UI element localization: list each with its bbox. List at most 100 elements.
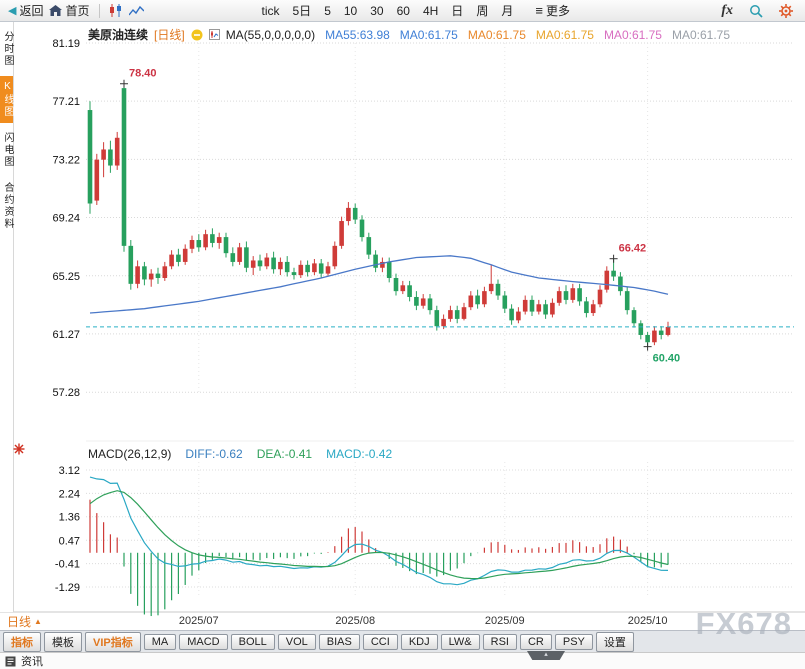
news-icon xyxy=(5,656,16,666)
svg-text:1.36: 1.36 xyxy=(59,512,80,524)
more-button[interactable]: ≡ 更多 xyxy=(535,2,570,19)
period-button-日[interactable]: 日 xyxy=(451,4,464,18)
home-icon xyxy=(49,4,63,16)
home-label: 首页 xyxy=(65,4,90,18)
back-button[interactable]: ◀ 返回 xyxy=(8,2,43,19)
period-button-4H[interactable]: 4H xyxy=(422,3,439,18)
svg-text:2025/08: 2025/08 xyxy=(335,615,375,627)
svg-text:2025/10: 2025/10 xyxy=(628,615,668,627)
chart-header: 美原油连续 [日线] MA(55,0,0,0,0,0) MA55:63.98 MA0… xyxy=(88,26,730,43)
period-button-tick[interactable]: tick xyxy=(261,3,280,18)
svg-text:57.28: 57.28 xyxy=(52,387,80,399)
back-label: 返回 xyxy=(19,4,44,18)
kline-view-button[interactable] xyxy=(109,4,123,17)
grid-lines xyxy=(0,42,805,613)
ma-values: MA(55,0,0,0,0,0) MA55:63.98 MA0:61.75 MA0:6… xyxy=(226,28,730,42)
home-button[interactable]: 首页 xyxy=(49,2,90,19)
period-dropdown-label: 日线 xyxy=(7,615,32,629)
gear-icon xyxy=(779,3,793,18)
svg-text:61.27: 61.27 xyxy=(52,329,80,341)
period-button-周[interactable]: 周 xyxy=(476,4,489,18)
svg-text:3.12: 3.12 xyxy=(59,465,80,477)
sidebar-item-合约资料[interactable]: 合约资料 xyxy=(2,182,13,230)
tab-RSI[interactable]: RSI xyxy=(482,633,517,650)
tab-BOLL[interactable]: BOLL xyxy=(230,633,275,650)
tab-MACD[interactable]: MACD xyxy=(179,633,228,650)
svg-text:69.24: 69.24 xyxy=(52,213,80,225)
search-icon xyxy=(750,4,763,18)
news-tab[interactable]: 资讯 xyxy=(21,656,43,668)
sidebar-item-K线图[interactable]: K线图 xyxy=(0,76,13,123)
period-button-5[interactable]: 5 xyxy=(324,3,331,18)
more-label: 更多 xyxy=(545,4,570,18)
ma-value-label: MA55:63.98 xyxy=(325,27,390,42)
tab-KDJ[interactable]: KDJ xyxy=(400,633,438,650)
tab-设置[interactable]: 设置 xyxy=(595,631,634,652)
toolbar-right-group: fx xyxy=(721,3,797,19)
toolbar-separator xyxy=(98,3,100,18)
watermark-fx678: FX678 xyxy=(695,606,792,641)
period-button-10[interactable]: 10 xyxy=(343,3,358,18)
macd-value-label: DIFF:-0.62 xyxy=(185,447,243,461)
macd-header: MACD(26,12,9) DIFF:-0.62 DEA:-0.41 MACD:-0.… xyxy=(88,447,392,461)
tab-CCI[interactable]: CCI xyxy=(362,633,398,650)
period-button-月[interactable]: 月 xyxy=(501,4,514,18)
svg-text:-1.29: -1.29 xyxy=(55,582,80,594)
top-toolbar: ◀ 返回 首页 tick 5日 5 10 30 60 4H 日周月 ≡ 更多 fx xyxy=(0,0,805,22)
formula-fx-button[interactable]: fx xyxy=(721,2,733,18)
ma-value-label: MA0:61.75 xyxy=(671,27,731,42)
mini-chart-icon xyxy=(208,29,220,40)
tab-MA[interactable]: MA xyxy=(143,633,177,650)
ma-value-label: MA0:61.75 xyxy=(399,27,458,42)
menu-icon: ≡ xyxy=(535,3,543,18)
bottom-strip: 资讯 xyxy=(0,652,805,669)
indicator-settings-icon[interactable] xyxy=(13,443,25,458)
axis-labels: 81.19 77.21 73.22 69.24 65.25 61.27 57.28 3.12 2… xyxy=(52,38,667,627)
tab-VOL[interactable]: VOL xyxy=(277,633,316,650)
svg-text:0.47: 0.47 xyxy=(59,535,80,547)
svg-text:-0.41: -0.41 xyxy=(55,559,80,571)
candles-layer xyxy=(87,83,671,347)
svg-text:2025/07: 2025/07 xyxy=(179,615,219,627)
period-tag: [日线] xyxy=(154,28,185,42)
sidebar-item-闪电图[interactable]: 闪电图 xyxy=(2,132,13,168)
up-triangle-icon: ▲ xyxy=(34,617,42,626)
svg-text:73.22: 73.22 xyxy=(52,154,80,166)
search-button[interactable] xyxy=(749,4,763,18)
settings-button[interactable] xyxy=(779,3,793,18)
svg-text:60.40: 60.40 xyxy=(653,353,681,365)
period-dropdown[interactable]: 日线 ▲ xyxy=(7,613,42,630)
line-chart-icon xyxy=(128,5,144,15)
price-annotations: 78.40 66.42 60.40 xyxy=(120,68,680,365)
period-button-60[interactable]: 60 xyxy=(396,3,410,18)
symbol-name: 美原油连续 xyxy=(88,28,149,42)
ma-value-label: MA0:61.75 xyxy=(603,27,662,42)
svg-text:2025/09: 2025/09 xyxy=(485,615,525,627)
period-button-5日[interactable]: 5日 xyxy=(292,4,312,18)
svg-text:2.24: 2.24 xyxy=(59,488,80,500)
macd-value-label: MACD:-0.42 xyxy=(326,447,393,461)
ma55-line xyxy=(86,255,794,328)
panel-drag-handle[interactable]: ▴ xyxy=(527,651,565,660)
period-button-30[interactable]: 30 xyxy=(370,3,384,18)
tab-VIP指标[interactable]: VIP指标 xyxy=(85,631,141,652)
svg-text:78.40: 78.40 xyxy=(129,68,157,80)
macd-value-label: DEA:-0.41 xyxy=(256,447,313,461)
sidebar-item-分时图[interactable]: 分时图 xyxy=(2,31,13,67)
tab-PSY[interactable]: PSY xyxy=(554,633,593,650)
tab-CR[interactable]: CR xyxy=(519,633,552,650)
candlestick-icon xyxy=(109,4,121,17)
zoom-out-icon[interactable] xyxy=(191,29,203,41)
tab-模板[interactable]: 模板 xyxy=(44,631,82,652)
svg-text:66.42: 66.42 xyxy=(619,243,647,255)
svg-text:77.21: 77.21 xyxy=(52,96,80,108)
left-sidebar: 分时图 K线图闪电图合约资料 xyxy=(0,22,14,612)
svg-text:65.25: 65.25 xyxy=(52,271,80,283)
tab-BIAS[interactable]: BIAS xyxy=(318,633,360,650)
ma-value-label: MA0:61.75 xyxy=(467,27,526,42)
tab-LW&[interactable]: LW& xyxy=(440,633,480,650)
tab-指标[interactable]: 指标 xyxy=(3,631,41,652)
line-view-button[interactable] xyxy=(128,5,144,17)
